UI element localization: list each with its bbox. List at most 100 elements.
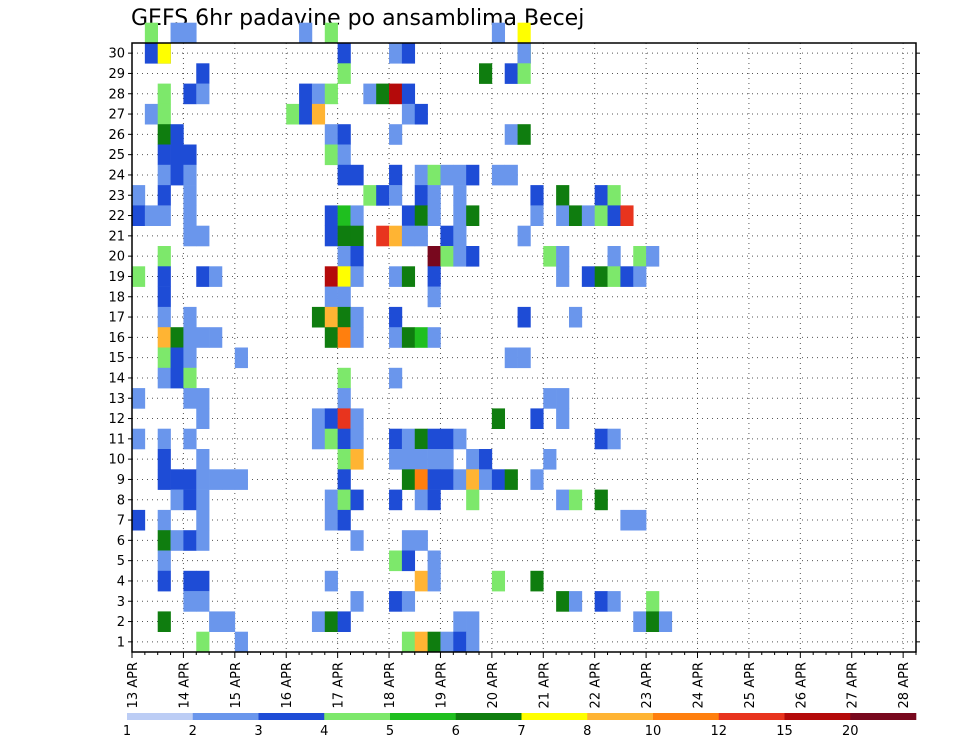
- y-tick-label: 21: [108, 229, 125, 244]
- heatmap-cell: [556, 266, 570, 287]
- grid-lines: [131, 43, 916, 652]
- heatmap-cell: [556, 388, 570, 409]
- heatmap-cell: [337, 266, 351, 287]
- heatmap-cell: [350, 489, 364, 511]
- heatmap-cell: [183, 205, 197, 226]
- colorbar-swatch: [390, 713, 457, 720]
- heatmap-cell: [196, 83, 210, 105]
- heatmap-cell: [311, 611, 326, 632]
- heatmap-cell: [440, 469, 454, 490]
- heatmap-cell: [530, 469, 544, 490]
- heatmap-cell: [414, 164, 428, 186]
- heatmap-cell: [337, 489, 351, 511]
- heatmap-cell: [517, 43, 531, 64]
- heatmap-cell: [209, 469, 223, 490]
- heatmap-cell: [414, 469, 428, 490]
- heatmap-cell: [183, 469, 197, 490]
- heatmap-cell: [427, 570, 441, 592]
- heatmap-cell: [453, 469, 467, 490]
- heatmap-cell: [646, 246, 660, 267]
- heatmap-cell: [389, 306, 403, 328]
- heatmap-cell: [170, 144, 184, 166]
- colorbar-swatch: [258, 713, 325, 720]
- x-tick-label: 15 APR: [229, 662, 244, 708]
- heatmap-cell: [556, 205, 570, 226]
- heatmap-cell: [401, 530, 416, 551]
- heatmap-cell: [517, 22, 531, 44]
- heatmap-cell: [324, 611, 338, 632]
- heatmap-cell: [440, 428, 454, 450]
- heatmap-cell: [337, 469, 351, 490]
- heatmap-cell: [594, 591, 608, 612]
- heatmap-cell: [324, 225, 338, 247]
- heatmap-cell: [440, 449, 454, 470]
- heatmap-cell: [299, 22, 313, 44]
- heatmap-cell: [196, 388, 210, 409]
- heatmap-cell: [504, 63, 518, 84]
- heatmap-cell: [144, 43, 159, 64]
- heatmap-cell: [633, 266, 647, 287]
- heatmap-cell: [504, 124, 518, 145]
- heatmap-cell: [504, 469, 518, 490]
- heatmap-cell: [620, 266, 634, 287]
- heatmap-cell: [427, 428, 441, 450]
- heatmap-cell: [568, 489, 583, 511]
- heatmap-cell: [221, 469, 236, 490]
- heatmap-cell: [144, 103, 159, 125]
- heatmap-cell: [453, 185, 467, 206]
- heatmap-cell: [157, 185, 171, 206]
- heatmap-cell: [594, 428, 608, 450]
- heatmap-cell: [530, 408, 544, 429]
- heatmap-cell: [183, 327, 197, 348]
- heatmap-cell: [401, 43, 416, 64]
- heatmap-cell: [350, 246, 364, 267]
- heatmap-cell: [401, 449, 416, 470]
- heatmap-cell: [414, 185, 428, 206]
- heatmap-cell: [543, 449, 557, 470]
- heatmap-cell: [337, 286, 351, 308]
- heatmap-cell: [504, 347, 518, 369]
- heatmap-cell: [170, 530, 184, 551]
- y-tick-label: 5: [117, 554, 125, 569]
- heatmap-cell: [183, 367, 197, 389]
- heatmap-cell: [427, 489, 441, 511]
- colorbar-label: 5: [386, 724, 394, 739]
- heatmap-cell: [620, 205, 634, 226]
- colorbar-swatch: [324, 713, 391, 720]
- x-tick-label: 17 APR: [332, 662, 347, 708]
- heatmap-cell: [324, 428, 338, 450]
- heatmap-cell: [196, 63, 210, 84]
- heatmap-cell: [401, 469, 416, 490]
- heatmap-cell: [337, 144, 351, 166]
- heatmap-cell: [132, 185, 146, 206]
- x-tick-label: 24 APR: [692, 662, 707, 708]
- heatmap-cell: [350, 327, 364, 348]
- heatmap-cell: [157, 144, 171, 166]
- colorbar-label: 4: [320, 724, 328, 739]
- heatmap-cell: [183, 185, 197, 206]
- heatmap-cell: [440, 246, 454, 267]
- heatmap-cell: [337, 509, 351, 531]
- colorbar-swatch: [718, 713, 785, 720]
- heatmap-cell: [401, 83, 416, 105]
- heatmap-cell: [170, 327, 184, 348]
- heatmap-cell: [337, 611, 351, 632]
- y-tick-label: 9: [117, 473, 125, 488]
- heatmap-cell: [324, 306, 338, 328]
- heatmap-cell: [491, 408, 506, 429]
- heatmap-cell: [157, 327, 171, 348]
- heatmap-cell: [376, 185, 390, 206]
- heatmap-cell: [157, 83, 171, 105]
- heatmap-cell: [389, 83, 403, 105]
- heatmap-cell: [196, 225, 210, 247]
- heatmap-cell: [183, 306, 197, 328]
- heatmap-cell: [183, 591, 197, 612]
- colorbar-label: 7: [517, 724, 525, 739]
- y-tick-label: 22: [108, 209, 125, 224]
- heatmap-cell: [466, 489, 480, 511]
- heatmap-cell: [170, 22, 184, 44]
- heatmap-cell: [144, 22, 159, 44]
- heatmap-cell: [337, 408, 351, 429]
- colorbar-swatch: [784, 713, 851, 720]
- heatmap-cell: [337, 449, 351, 470]
